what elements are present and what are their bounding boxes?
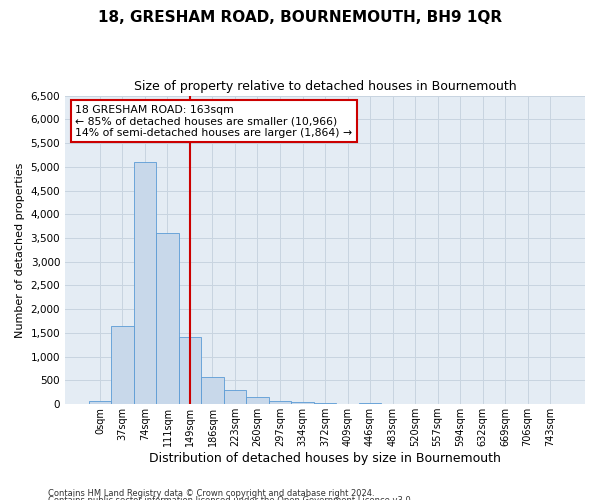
Bar bbox=[156, 233, 179, 404]
Bar bbox=[291, 402, 314, 404]
Text: Contains HM Land Registry data © Crown copyright and database right 2024.: Contains HM Land Registry data © Crown c… bbox=[48, 488, 374, 498]
Bar bbox=[111, 326, 134, 404]
Text: Contains public sector information licensed under the Open Government Licence v3: Contains public sector information licen… bbox=[48, 496, 413, 500]
X-axis label: Distribution of detached houses by size in Bournemouth: Distribution of detached houses by size … bbox=[149, 452, 501, 465]
Text: 18 GRESHAM ROAD: 163sqm
← 85% of detached houses are smaller (10,966)
14% of sem: 18 GRESHAM ROAD: 163sqm ← 85% of detache… bbox=[76, 105, 353, 138]
Y-axis label: Number of detached properties: Number of detached properties bbox=[15, 162, 25, 338]
Bar bbox=[314, 402, 336, 404]
Bar bbox=[201, 376, 224, 404]
Title: Size of property relative to detached houses in Bournemouth: Size of property relative to detached ho… bbox=[134, 80, 517, 93]
Bar bbox=[359, 402, 381, 404]
Bar bbox=[224, 390, 246, 404]
Bar bbox=[269, 401, 291, 404]
Bar bbox=[179, 336, 201, 404]
Bar bbox=[246, 397, 269, 404]
Bar bbox=[134, 162, 156, 404]
Text: 18, GRESHAM ROAD, BOURNEMOUTH, BH9 1QR: 18, GRESHAM ROAD, BOURNEMOUTH, BH9 1QR bbox=[98, 10, 502, 25]
Bar bbox=[89, 400, 111, 404]
